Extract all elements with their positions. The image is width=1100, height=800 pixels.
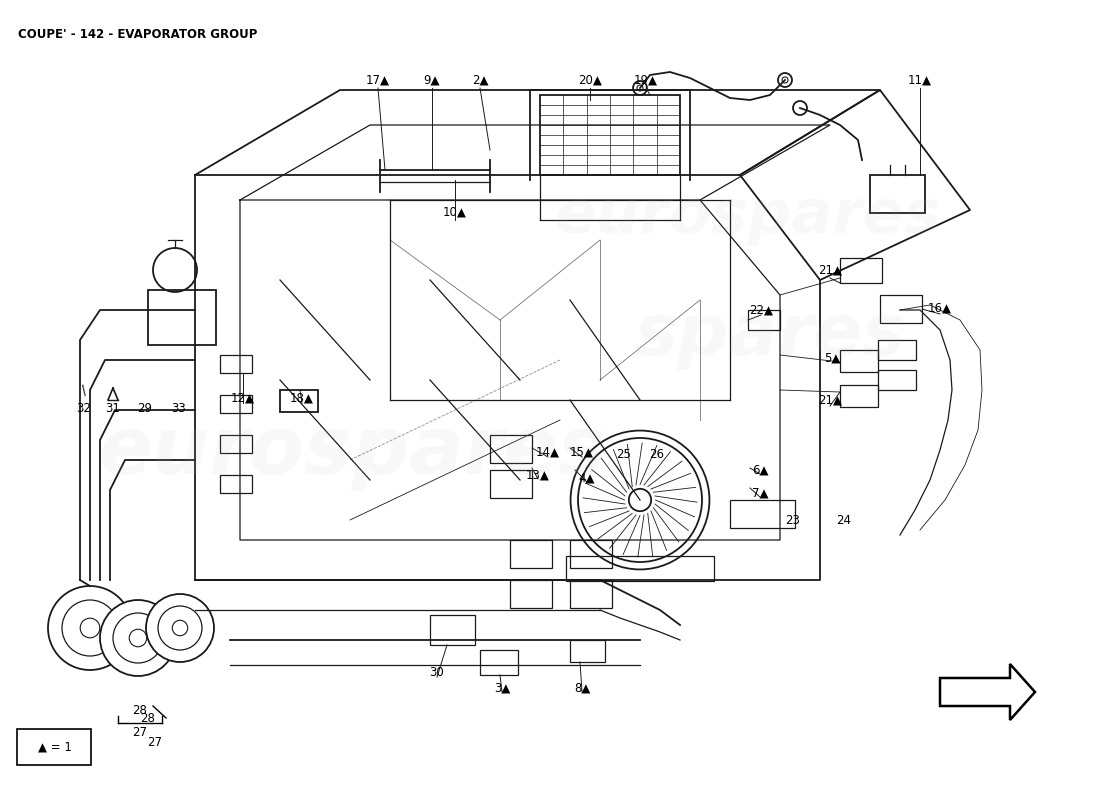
Circle shape <box>100 600 176 676</box>
Text: 11▲: 11▲ <box>908 74 932 86</box>
Bar <box>570 640 605 662</box>
Text: 13▲: 13▲ <box>526 469 550 482</box>
Polygon shape <box>940 664 1035 720</box>
Text: 16▲: 16▲ <box>928 302 952 314</box>
Bar <box>565 556 714 581</box>
Text: 27: 27 <box>147 737 163 750</box>
Text: 12▲: 12▲ <box>231 391 255 405</box>
Bar <box>480 650 518 675</box>
Bar <box>748 310 780 330</box>
Text: 25: 25 <box>617 449 631 462</box>
Bar <box>220 475 252 493</box>
Text: 33: 33 <box>172 402 186 414</box>
Text: 32: 32 <box>77 402 91 414</box>
Bar <box>220 395 252 413</box>
Text: eurospares: eurospares <box>98 413 606 491</box>
Text: COUPE' - 142 - EVAPORATOR GROUP: COUPE' - 142 - EVAPORATOR GROUP <box>18 28 257 41</box>
Text: 4▲: 4▲ <box>579 471 595 485</box>
Circle shape <box>629 489 651 511</box>
Bar <box>430 615 475 645</box>
Text: 8▲: 8▲ <box>574 682 591 694</box>
Circle shape <box>146 594 214 662</box>
Text: 24: 24 <box>836 514 851 526</box>
Text: /: / <box>78 382 89 398</box>
Text: 27: 27 <box>132 726 147 738</box>
Bar <box>490 435 532 463</box>
Text: 30: 30 <box>430 666 444 678</box>
Bar <box>280 390 318 412</box>
Text: spares: spares <box>635 302 905 370</box>
Text: 26: 26 <box>649 449 664 462</box>
Bar <box>730 500 795 528</box>
Circle shape <box>578 438 702 562</box>
Bar <box>840 385 878 407</box>
Bar <box>878 370 916 390</box>
Bar <box>490 470 532 498</box>
Bar <box>840 258 882 283</box>
Circle shape <box>48 586 132 670</box>
Text: ▲ = 1: ▲ = 1 <box>39 741 72 754</box>
Text: 31: 31 <box>106 402 120 414</box>
Text: 28: 28 <box>141 711 155 725</box>
Text: 10▲: 10▲ <box>443 206 466 218</box>
Text: 14▲: 14▲ <box>536 446 560 458</box>
Text: 28: 28 <box>133 703 147 717</box>
Text: 22▲: 22▲ <box>749 303 773 317</box>
Bar <box>220 355 252 373</box>
Text: 2▲: 2▲ <box>472 74 488 86</box>
Text: 5▲: 5▲ <box>824 351 840 365</box>
Text: 19▲: 19▲ <box>634 74 658 86</box>
Bar <box>870 175 925 213</box>
Text: 9▲: 9▲ <box>424 74 440 86</box>
Text: 15▲: 15▲ <box>570 446 594 458</box>
Bar <box>878 340 916 360</box>
Bar <box>570 540 612 568</box>
Bar <box>510 540 552 568</box>
Bar <box>840 350 878 372</box>
Bar <box>540 95 680 175</box>
Bar <box>570 580 612 608</box>
Text: 18▲: 18▲ <box>290 391 314 405</box>
Text: 6▲: 6▲ <box>751 463 768 477</box>
Text: 20▲: 20▲ <box>579 74 602 86</box>
Text: 29: 29 <box>138 402 153 414</box>
Bar <box>220 435 252 453</box>
FancyBboxPatch shape <box>16 729 91 765</box>
Text: eurospares: eurospares <box>554 186 942 246</box>
Bar <box>880 295 922 323</box>
Text: 7▲: 7▲ <box>751 486 768 499</box>
Text: 3▲: 3▲ <box>494 682 510 694</box>
Bar <box>148 290 216 345</box>
Bar <box>510 580 552 608</box>
Text: 17▲: 17▲ <box>366 74 390 86</box>
Text: 21▲: 21▲ <box>818 263 842 277</box>
Text: 21▲: 21▲ <box>818 394 842 406</box>
Text: 23: 23 <box>785 514 801 526</box>
